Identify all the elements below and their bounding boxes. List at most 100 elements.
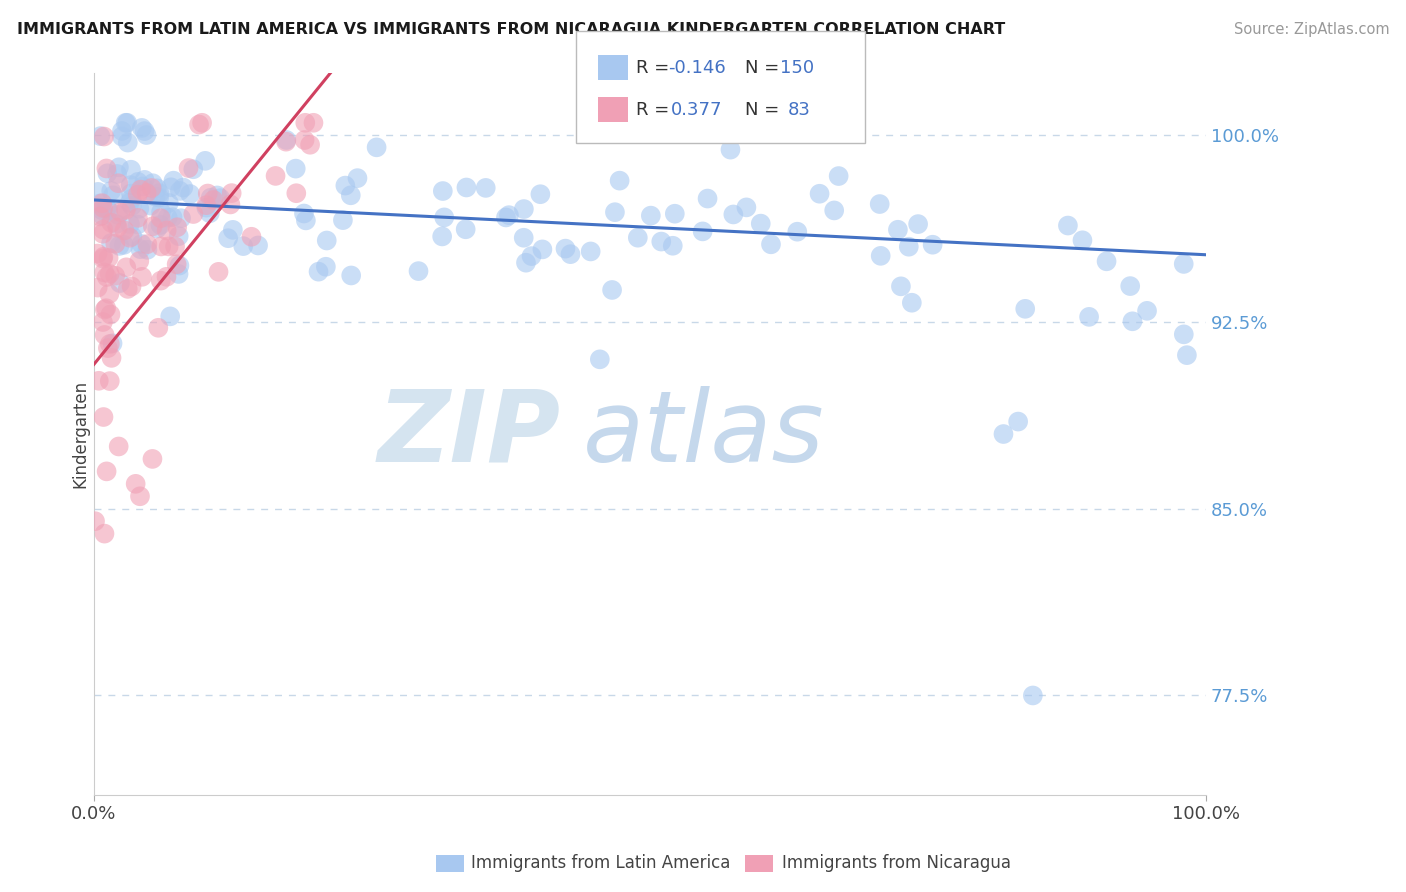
Point bbox=[264, 169, 287, 183]
Point bbox=[121, 192, 143, 206]
Point bbox=[131, 237, 153, 252]
Point bbox=[131, 269, 153, 284]
Point bbox=[1014, 301, 1036, 316]
Point bbox=[520, 249, 543, 263]
Point bbox=[96, 270, 118, 285]
Point bbox=[276, 133, 298, 147]
Point bbox=[166, 220, 188, 235]
Point bbox=[1071, 233, 1094, 247]
Point bbox=[135, 186, 157, 200]
Point bbox=[107, 440, 129, 454]
Point bbox=[97, 203, 120, 218]
Point bbox=[209, 191, 232, 205]
Point bbox=[294, 133, 316, 147]
Point bbox=[1007, 415, 1029, 429]
Point bbox=[136, 237, 159, 252]
Point bbox=[100, 184, 122, 198]
Text: R =: R = bbox=[636, 59, 675, 77]
Point bbox=[124, 476, 146, 491]
Point bbox=[179, 187, 201, 202]
Point bbox=[191, 116, 214, 130]
Point bbox=[560, 247, 582, 261]
Point bbox=[167, 267, 190, 281]
Point bbox=[247, 238, 270, 252]
Point bbox=[579, 244, 602, 259]
Point bbox=[430, 229, 453, 244]
Point bbox=[135, 128, 157, 142]
Point bbox=[827, 169, 849, 183]
Point bbox=[94, 302, 117, 317]
Point bbox=[93, 265, 115, 279]
Point bbox=[98, 286, 121, 301]
Point bbox=[111, 129, 134, 144]
Point bbox=[150, 205, 173, 219]
Point bbox=[408, 264, 430, 278]
Point bbox=[97, 251, 120, 265]
Point bbox=[723, 207, 745, 221]
Point bbox=[120, 162, 142, 177]
Point bbox=[87, 185, 110, 199]
Point bbox=[205, 188, 228, 202]
Point bbox=[141, 451, 163, 466]
Point bbox=[156, 211, 179, 225]
Point bbox=[98, 374, 121, 388]
Point bbox=[120, 186, 142, 201]
Point bbox=[98, 267, 121, 281]
Text: -0.146: -0.146 bbox=[668, 59, 725, 77]
Point bbox=[890, 279, 912, 293]
Point bbox=[432, 184, 454, 198]
Point bbox=[128, 254, 150, 268]
Point bbox=[141, 181, 163, 195]
Point bbox=[692, 224, 714, 238]
Text: Immigrants from Nicaragua: Immigrants from Nicaragua bbox=[782, 855, 1011, 872]
Text: Immigrants from Latin America: Immigrants from Latin America bbox=[471, 855, 730, 872]
Point bbox=[495, 211, 517, 225]
Point bbox=[118, 231, 141, 245]
Point bbox=[117, 136, 139, 150]
Point bbox=[720, 143, 742, 157]
Point bbox=[91, 252, 114, 266]
Point bbox=[131, 120, 153, 135]
Point bbox=[96, 201, 118, 215]
Point bbox=[127, 211, 149, 225]
Point bbox=[166, 257, 188, 271]
Point bbox=[96, 161, 118, 176]
Point bbox=[121, 229, 143, 244]
Point bbox=[93, 129, 115, 144]
Point bbox=[91, 315, 114, 329]
Point bbox=[1119, 279, 1142, 293]
Point bbox=[101, 188, 124, 202]
Point bbox=[93, 526, 115, 541]
Point bbox=[169, 259, 191, 273]
Point bbox=[1173, 327, 1195, 342]
Point bbox=[157, 239, 180, 253]
Point bbox=[110, 205, 132, 219]
Point bbox=[515, 255, 537, 269]
Point bbox=[366, 140, 388, 154]
Point bbox=[127, 187, 149, 202]
Text: 150: 150 bbox=[780, 59, 814, 77]
Point bbox=[170, 211, 193, 226]
Point bbox=[640, 209, 662, 223]
Point bbox=[823, 203, 845, 218]
Point bbox=[91, 222, 114, 236]
Point bbox=[285, 186, 308, 201]
Point bbox=[96, 166, 118, 180]
Point bbox=[295, 213, 318, 227]
Point bbox=[134, 124, 156, 138]
Point bbox=[101, 336, 124, 351]
Point bbox=[162, 210, 184, 224]
Point bbox=[901, 295, 924, 310]
Point bbox=[91, 227, 114, 241]
Point bbox=[456, 180, 478, 194]
Point bbox=[1095, 254, 1118, 268]
Point bbox=[142, 176, 165, 190]
Point bbox=[93, 410, 115, 425]
Point bbox=[159, 310, 181, 324]
Point bbox=[531, 243, 554, 257]
Point bbox=[172, 180, 194, 194]
Point bbox=[150, 239, 173, 253]
Point bbox=[194, 153, 217, 168]
Point bbox=[202, 193, 225, 207]
Point bbox=[759, 237, 782, 252]
